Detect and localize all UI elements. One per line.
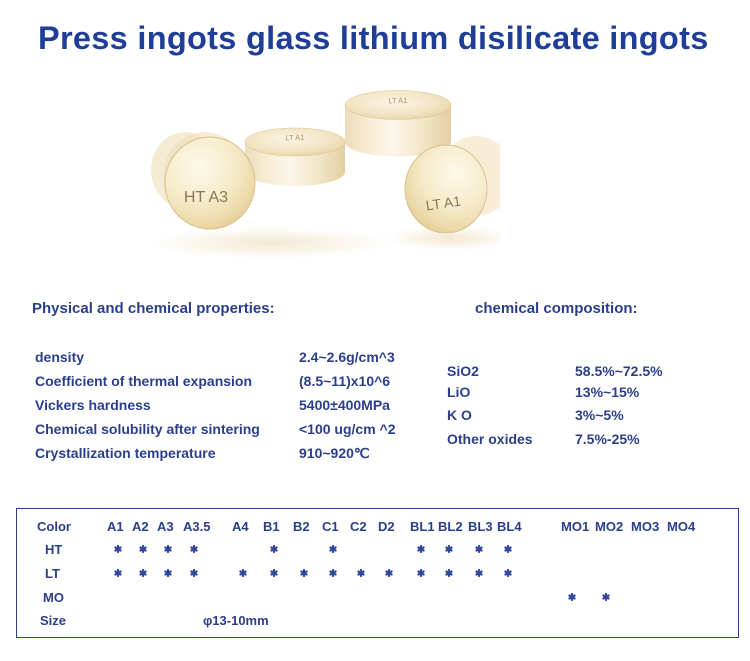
svg-text:LT A1: LT A1: [388, 96, 407, 106]
svg-text:LT A1: LT A1: [285, 133, 304, 143]
svg-text:HT A3: HT A3: [184, 189, 228, 206]
